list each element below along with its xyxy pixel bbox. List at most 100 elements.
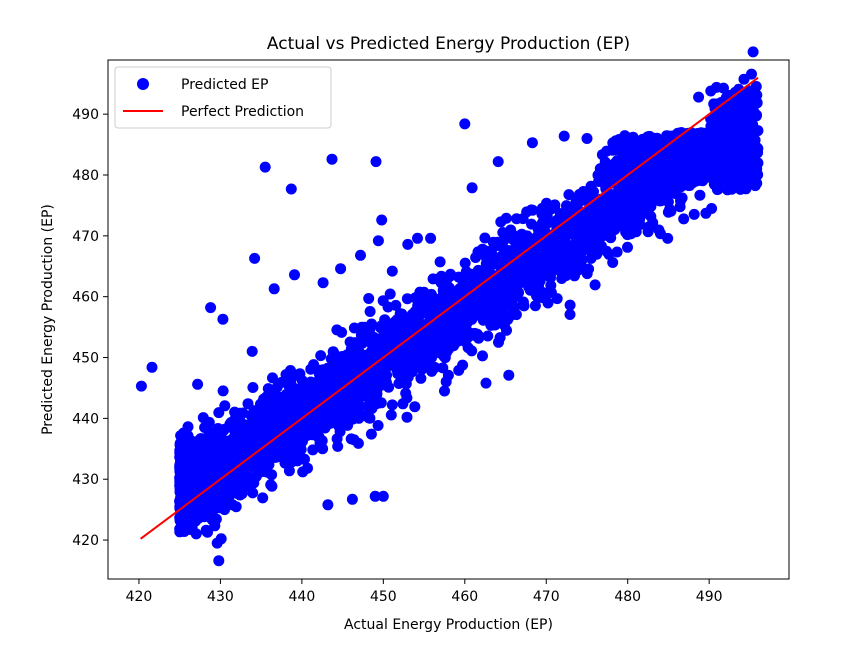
x-tick-label: 460	[451, 589, 478, 605]
scatter-point	[215, 487, 227, 498]
scatter-point	[348, 434, 360, 446]
scatter-point	[721, 171, 733, 183]
scatter-point	[423, 353, 435, 365]
scatter-point	[217, 451, 229, 463]
scatter-point	[727, 129, 739, 141]
axes	[107, 59, 790, 580]
scatter-point	[306, 387, 318, 399]
scatter-point	[372, 235, 384, 247]
scatter-point	[542, 297, 554, 309]
scatter-point	[654, 158, 666, 170]
scatter-point	[338, 373, 350, 385]
y-tick-label: 450	[72, 351, 99, 367]
scatter-point	[336, 326, 348, 338]
scatter-point	[440, 276, 452, 288]
scatter-point	[421, 300, 433, 312]
scatter-point	[522, 275, 534, 287]
scatter-point	[531, 290, 542, 302]
scatter-point	[330, 380, 342, 392]
scatter-point	[494, 332, 506, 344]
legend-label-predicted: Predicted EP	[181, 77, 268, 93]
scatter-point	[248, 405, 260, 417]
scatter-point	[517, 213, 529, 225]
scatter-point	[397, 370, 409, 382]
scatter-point	[612, 186, 624, 198]
scatter-point	[620, 221, 632, 233]
scatter-point	[558, 230, 570, 242]
scatter-point	[439, 385, 450, 397]
scatter-point	[564, 309, 576, 320]
scatter-point	[385, 409, 397, 421]
scatter-point	[205, 302, 217, 314]
scatter-point	[364, 324, 376, 336]
scatter-point	[645, 201, 657, 212]
scatter-point	[319, 380, 331, 392]
axes-frame	[107, 59, 790, 580]
y-tick-label: 470	[72, 229, 99, 245]
y-tick-label: 490	[72, 107, 99, 123]
scatter-point	[546, 236, 558, 248]
scatter-point	[407, 355, 419, 367]
scatter-point	[384, 288, 396, 300]
scatter-point	[402, 238, 414, 250]
x-tick-label: 490	[696, 589, 723, 605]
scatter-point	[690, 142, 702, 154]
scatter-point	[325, 353, 337, 365]
scatter-point	[503, 261, 515, 273]
scatter-point	[642, 157, 654, 169]
scatter-point	[355, 249, 366, 261]
scatter-point	[529, 300, 541, 312]
scatter-point	[427, 273, 439, 285]
scatter-point	[513, 278, 525, 290]
scatter-point	[258, 400, 269, 412]
scatter-point	[482, 330, 494, 342]
scatter-point	[307, 444, 319, 456]
ticks: 420 430 440 450 460 470 480 490 420 430 440 450 460 4…	[72, 107, 722, 605]
scatter-point	[286, 444, 298, 456]
scatter-point	[227, 499, 238, 511]
x-axis-label: Actual Energy Production (EP)	[344, 617, 553, 633]
scatter-point	[466, 300, 477, 312]
scatter-point	[447, 333, 459, 345]
scatter-point	[579, 236, 591, 248]
scatter-point	[637, 167, 649, 179]
scatter-point	[477, 350, 488, 362]
scatter-point	[533, 224, 545, 236]
scatter-point	[558, 130, 570, 142]
scatter-point	[610, 157, 622, 169]
scatter-point	[736, 162, 748, 174]
scatter-point	[291, 435, 303, 447]
scatter-point	[266, 480, 278, 492]
scatter-point	[466, 276, 478, 288]
scatter-point	[444, 312, 456, 324]
scatter-point	[480, 281, 492, 293]
scatter-point	[396, 350, 408, 362]
scatter-point	[401, 293, 413, 305]
scatter-point	[352, 395, 364, 407]
scatter-point	[301, 398, 312, 409]
scatter-point	[459, 118, 471, 130]
scatter-point	[466, 182, 478, 194]
scatter-point	[309, 408, 321, 420]
scatter-point	[372, 420, 384, 431]
scatter-point	[459, 257, 471, 269]
scatter-point	[213, 555, 225, 567]
scatter-point	[335, 263, 347, 275]
scatter-point	[747, 46, 759, 58]
scatter-point	[340, 404, 352, 416]
scatter-point	[218, 425, 229, 437]
scatter-point	[414, 331, 426, 343]
scatter-point	[434, 256, 446, 268]
scatter-point	[280, 369, 292, 381]
scatter-point	[401, 411, 413, 423]
scatter-point	[563, 189, 575, 201]
scatter-point	[386, 399, 398, 411]
scatter-point	[202, 459, 214, 470]
scatter-point	[294, 368, 306, 380]
scatter-point	[586, 210, 598, 222]
scatter-point	[614, 166, 626, 178]
x-tick-label: 430	[207, 589, 234, 605]
scatter-point	[303, 424, 315, 435]
scatter-point	[353, 412, 365, 424]
scatter-point	[749, 171, 761, 183]
